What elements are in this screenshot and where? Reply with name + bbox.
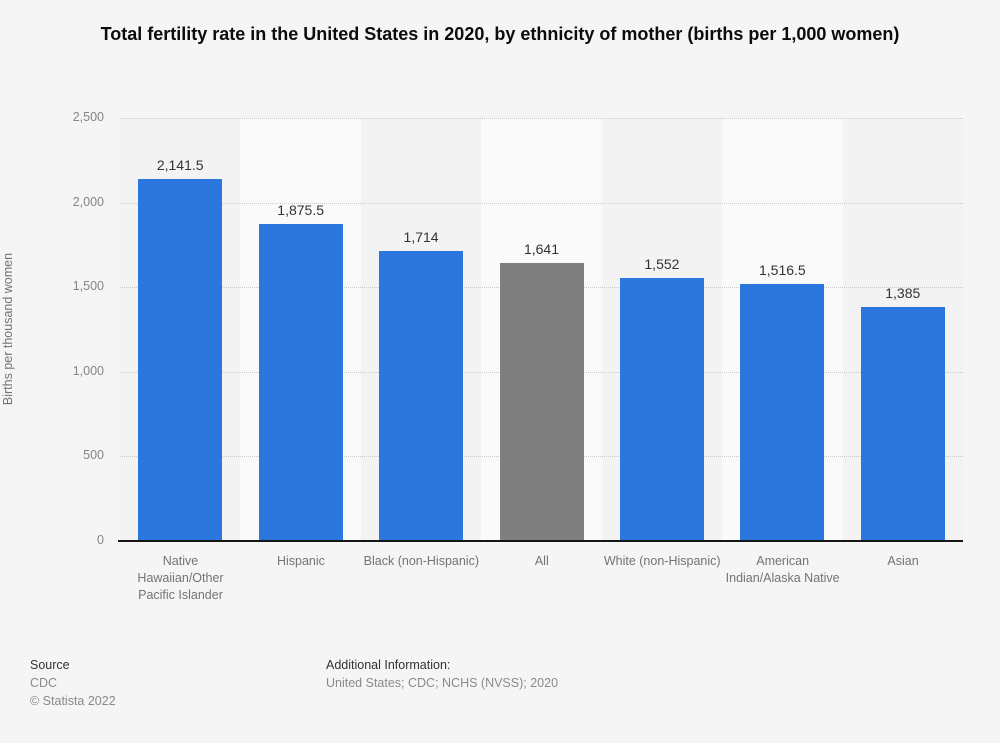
bar-chart-plot-area: 2,141.5 1,875.5 1,714 1,641 1,552 1,516.5 1,38… [120, 118, 963, 541]
x-category-label: Black (non-Hispanic) [363, 554, 479, 568]
bar-black-non-hispanic- [379, 251, 464, 541]
chart-title: Total fertility rate in the United State… [100, 24, 900, 44]
source-block: Source CDC © Statista 2022 [30, 656, 116, 710]
gridline [120, 118, 963, 119]
x-category-label: American Indian/Alaska Native [725, 554, 840, 585]
gridline [120, 202, 963, 204]
bar-all [499, 263, 584, 541]
y-axis-title: Births per thousand women [1, 252, 15, 406]
bar-value-label: 1,552 [644, 256, 680, 273]
x-category-label: Asian [887, 554, 919, 568]
bar-value-label: 1,385 [885, 284, 921, 301]
bar-value-label: 1,641 [523, 241, 560, 258]
source-label: Source [30, 658, 70, 672]
x-category-label: Hispanic [276, 554, 325, 568]
bar-american-indian-alaska-native [740, 284, 825, 541]
bar-value-label: 1,714 [403, 229, 439, 245]
bar-asian [860, 306, 945, 541]
bar-white-non-hispanic- [619, 278, 704, 541]
y-tick-label: 2,500 [72, 110, 104, 124]
additional-info-block: Additional Information: United States; C… [326, 656, 558, 692]
bar-value-label: 1,516.5 [758, 262, 806, 279]
x-category-label: White (non-Hispanic) [603, 554, 721, 568]
y-tick-label: 2,000 [72, 194, 104, 209]
y-tick-label: 500 [83, 448, 104, 463]
additional-info-label: Additional Information: [326, 658, 451, 672]
copyright-notice: © Statista 2022 [30, 694, 116, 708]
bar-value-label: 2,141.5 [156, 156, 204, 173]
y-tick-label: 1,000 [72, 363, 104, 378]
bar-hispanic [258, 223, 343, 541]
bar-native-hawaiian-other-pacific-islander [138, 178, 223, 541]
source-value: CDC [30, 676, 58, 690]
y-tick-label: 1,500 [72, 279, 104, 294]
x-axis-line [118, 540, 963, 542]
bar-value-label: 1,875.5 [277, 201, 324, 218]
x-category-label: Native Hawaiian/Other Pacific Islander [137, 554, 224, 602]
additional-info-value: United States; CDC; NCHS (NVSS); 2020 [326, 676, 559, 690]
y-tick-label: 0 [97, 533, 104, 547]
x-category-label: All [534, 554, 549, 568]
